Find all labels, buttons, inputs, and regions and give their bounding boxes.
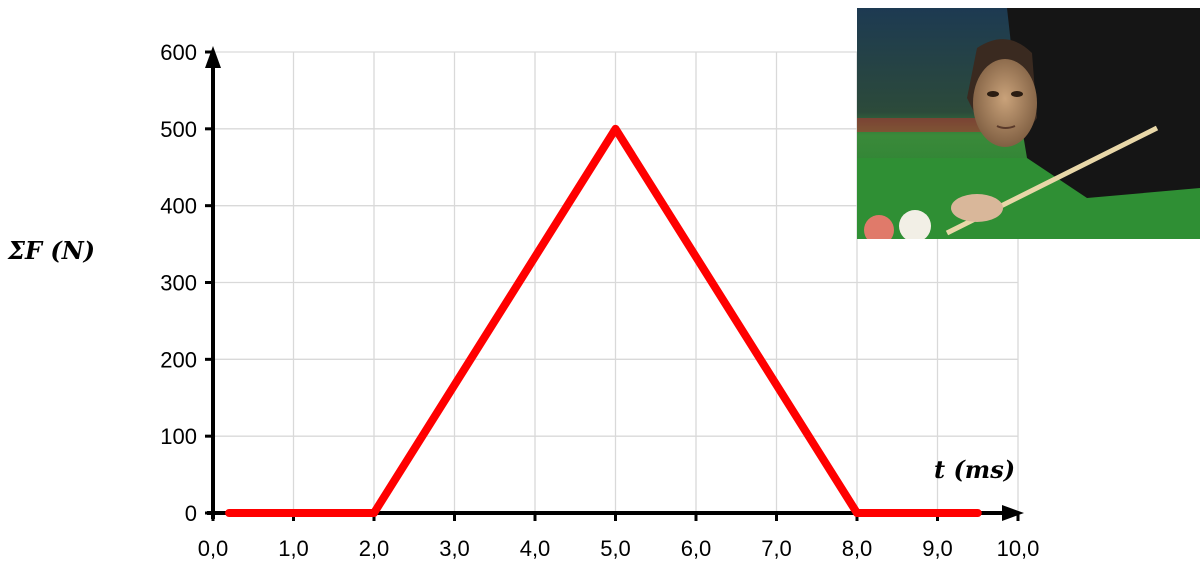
y-tick-labels: 0 100 200 300 400 500 600 [160,40,197,526]
snooker-player-photo [857,8,1200,239]
y-tick-label-6: 600 [160,40,197,65]
x-tick-label-5: 5,0 [600,536,631,561]
y-axis-arrow [205,46,221,68]
y-tick-label-3: 300 [160,271,197,296]
x-axis-arrow [1002,505,1024,521]
x-tick-label-7: 7,0 [761,536,792,561]
x-tick-label-8: 8,0 [842,536,873,561]
x-tick-label-4: 4,0 [520,536,551,561]
series-layer [225,124,982,517]
x-tick-label-0: 0,0 [198,536,229,561]
x-tick-label-6: 6,0 [681,536,712,561]
y-axis-title: ΣF (N) [7,236,95,265]
y-tick-label-4: 400 [160,194,197,219]
x-tick-label-3: 3,0 [439,536,470,561]
x-tick-label-2: 2,0 [359,536,390,561]
y-tick-label-1: 100 [160,424,197,449]
y-tick-label-5: 500 [160,117,197,142]
x-tick-labels: 0,0 1,0 2,0 3,0 4,0 5,0 6,0 7,0 8,0 9,0 10,0 [198,536,1040,561]
x-axis-title: t (ms) [934,455,1015,484]
x-tick-label-9: 9,0 [922,536,953,561]
x-tick-label-1: 1,0 [278,536,309,561]
y-tick-label-2: 200 [160,347,197,372]
y-tick-label-0: 0 [185,501,197,526]
x-tick-label-10: 10,0 [997,536,1040,561]
